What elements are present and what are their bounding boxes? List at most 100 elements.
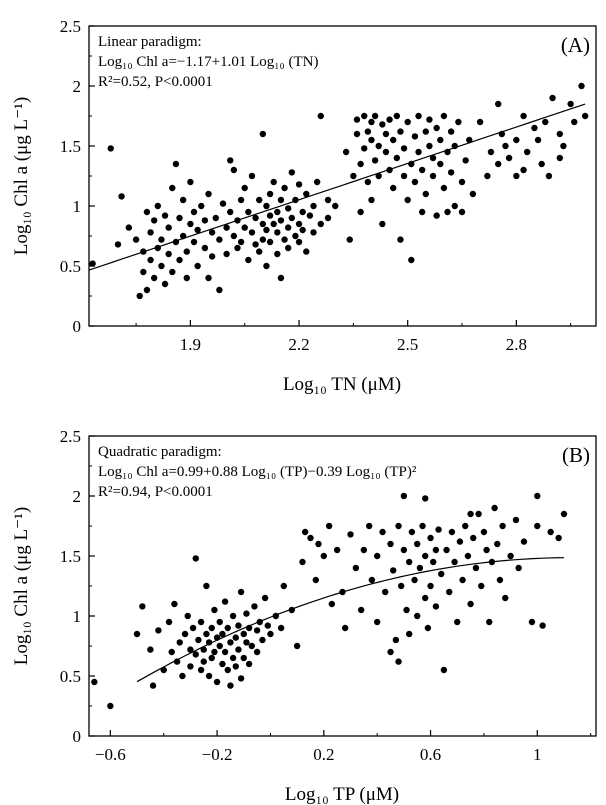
data-point <box>451 558 458 566</box>
data-point <box>368 136 375 144</box>
data-point <box>458 208 466 216</box>
data-point <box>150 274 158 282</box>
data-point <box>513 136 520 144</box>
data-point <box>221 648 229 656</box>
data-point <box>237 196 245 204</box>
panel-label: (A) <box>561 33 590 57</box>
data-point <box>427 582 434 590</box>
data-point <box>390 567 397 574</box>
data-point <box>259 130 267 138</box>
y-tick-label: 1 <box>73 607 82 626</box>
data-point <box>229 654 237 662</box>
data-point <box>200 646 207 653</box>
data-point <box>200 658 207 665</box>
data-point <box>299 558 306 566</box>
data-point <box>560 142 567 150</box>
data-point <box>437 160 444 168</box>
data-point <box>353 130 361 138</box>
data-point <box>364 178 372 186</box>
data-point <box>241 224 248 231</box>
data-point <box>440 112 448 120</box>
data-point <box>195 636 202 644</box>
data-point <box>350 172 357 180</box>
data-point <box>150 217 158 224</box>
data-point <box>240 630 247 638</box>
data-point <box>212 214 219 222</box>
data-point <box>333 546 341 554</box>
data-point <box>495 160 502 168</box>
data-point <box>507 552 514 560</box>
data-point <box>375 172 382 180</box>
data-point <box>494 540 501 548</box>
data-point <box>259 236 267 243</box>
data-point <box>462 157 469 164</box>
data-point <box>280 582 287 590</box>
data-point <box>203 582 210 590</box>
y-tick-label: 2.5 <box>60 17 81 36</box>
data-point <box>523 148 531 156</box>
data-point <box>440 666 448 674</box>
data-point <box>556 154 563 162</box>
y-tick-label: 2 <box>73 487 82 506</box>
data-point <box>555 534 562 542</box>
data-point <box>184 612 191 620</box>
data-point <box>317 220 324 228</box>
data-point <box>324 196 332 204</box>
data-point <box>426 142 433 150</box>
data-point <box>183 248 190 255</box>
data-point <box>404 118 411 126</box>
data-point <box>578 82 585 90</box>
data-point <box>414 540 421 548</box>
data-point <box>219 660 226 668</box>
data-point <box>538 160 545 168</box>
data-point <box>480 528 488 536</box>
data-point <box>571 118 578 126</box>
data-point <box>429 172 437 180</box>
data-point <box>284 224 292 231</box>
data-point <box>89 260 96 267</box>
data-point <box>284 244 292 252</box>
data-point <box>422 190 429 198</box>
data-point <box>149 682 157 689</box>
data-point <box>256 196 263 204</box>
data-point <box>352 564 360 572</box>
data-point <box>502 594 509 602</box>
y-tick-label: 1.5 <box>60 547 81 566</box>
data-point <box>165 250 172 258</box>
data-point <box>437 136 444 144</box>
data-point <box>293 642 301 650</box>
data-point <box>259 220 267 228</box>
data-point <box>288 169 295 176</box>
data-point <box>219 200 227 207</box>
data-point <box>415 148 422 156</box>
data-point <box>114 241 122 248</box>
data-point <box>470 534 477 542</box>
data-point <box>379 220 386 228</box>
data-point <box>203 630 210 638</box>
data-point <box>270 178 277 186</box>
data-point <box>382 130 390 138</box>
data-point <box>456 538 464 545</box>
x-ticks: 1.9 2.2 2.5 2.8 <box>135 320 572 354</box>
data-point <box>435 526 442 533</box>
x-axis-label: Log₁₀ TP (μM) <box>285 784 399 805</box>
data-point <box>332 202 339 210</box>
data-point <box>520 166 527 174</box>
data-point <box>539 622 546 629</box>
data-point <box>475 510 482 518</box>
data-point <box>277 274 285 282</box>
data-point <box>187 663 194 670</box>
y-tick-label: 0 <box>73 727 82 746</box>
data-point <box>168 648 175 656</box>
data-point <box>357 208 364 216</box>
data-point <box>567 100 574 108</box>
data-point <box>248 642 255 650</box>
data-point <box>245 660 253 668</box>
data-point <box>221 598 229 605</box>
data-point <box>440 184 448 192</box>
data-point <box>357 160 364 168</box>
data-point <box>165 618 173 626</box>
data-point <box>173 658 181 665</box>
plot-frame <box>88 435 597 737</box>
data-point <box>419 522 426 530</box>
